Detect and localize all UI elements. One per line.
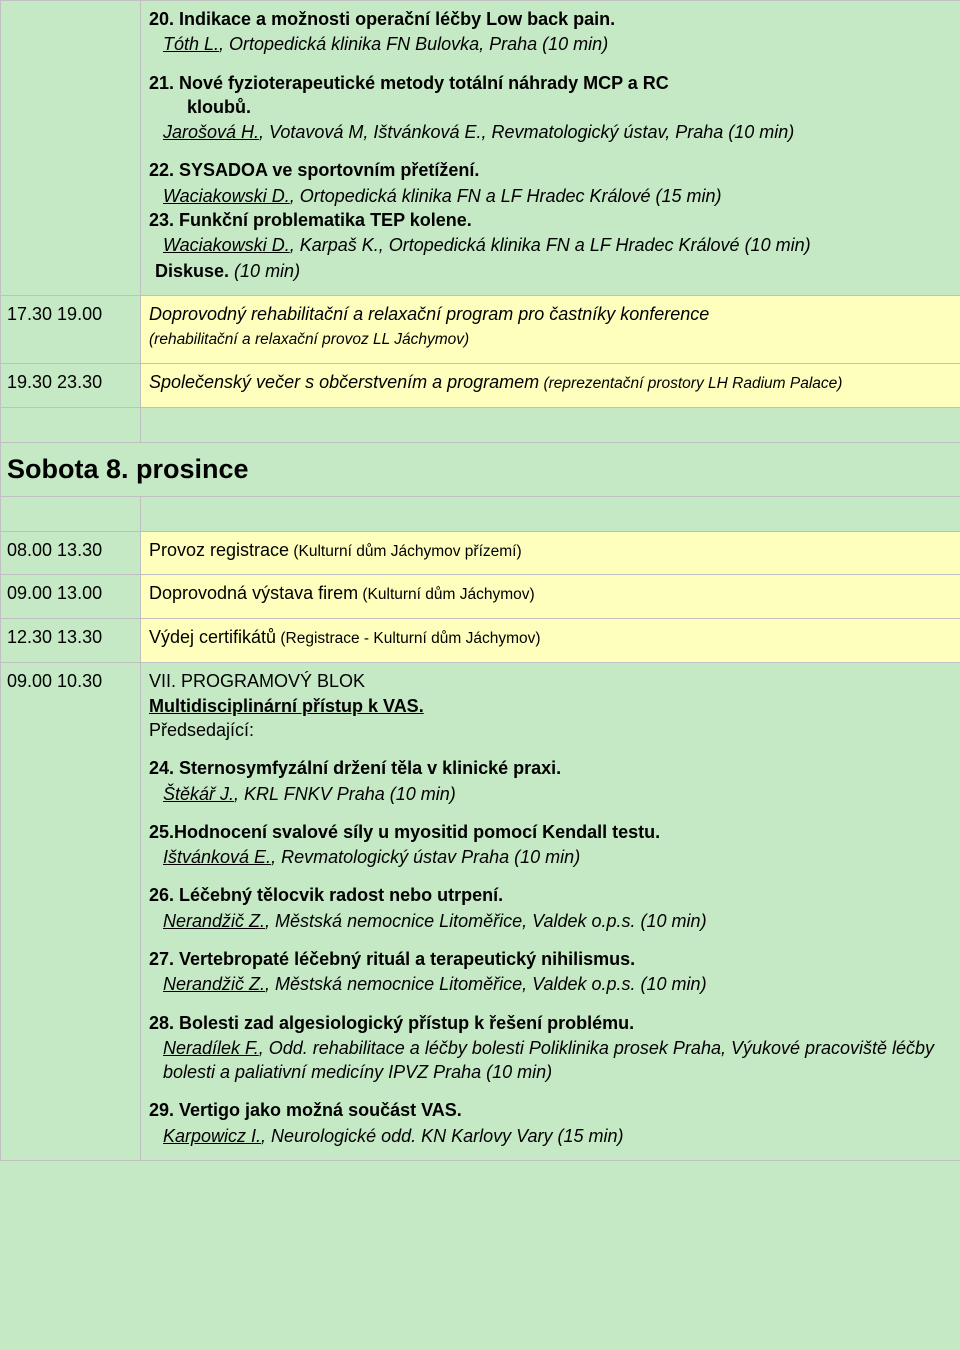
talk-title: 29. Vertigo jako možná součást VAS. [149, 1098, 952, 1122]
content-cell: Výdej certifikátů (Registrace - Kulturní… [141, 619, 960, 663]
author-rest: , Městská nemocnice Litoměřice, Valdek o… [265, 974, 707, 994]
author-name: Waciakowski D. [163, 186, 290, 206]
content-cell: Společenský večer s občerstvením a progr… [141, 364, 960, 408]
talk-byline: Karpowicz I., Neurologické odd. KN Karlo… [149, 1124, 952, 1148]
time-cell: 09.00 10.30 [1, 663, 141, 1161]
content-cell: 20. Indikace a možnosti operační léčby L… [141, 1, 960, 296]
author-name: Ištvánková E. [163, 847, 271, 867]
content-cell: Doprovodná výstava firem (Kulturní dům J… [141, 575, 960, 619]
table-row: 08.00 13.30 Provoz registrace (Kulturní … [1, 531, 960, 575]
talk-title: 27. Vertebropaté léčebný rituál a terape… [149, 947, 952, 971]
day-heading: Sobota 8. prosince [1, 443, 960, 496]
table-row: 17.30 19.00 Doprovodný rehabilitační a r… [1, 295, 960, 363]
talk-byline: Nerandžič Z., Městská nemocnice Litoměři… [149, 909, 952, 933]
talk-byline: Ištvánková E., Revmatologický ústav Prah… [149, 845, 952, 869]
author-name: Waciakowski D. [163, 235, 290, 255]
time-cell: 19.30 23.30 [1, 364, 141, 408]
talk-byline: Nerandžič Z., Městská nemocnice Litoměři… [149, 972, 952, 996]
programme-note: (Registrace - Kulturní dům Jáchymov) [276, 630, 540, 647]
author-rest: , Votavová M, Ištvánková E., Revmatologi… [259, 122, 794, 142]
programme-line: Provoz registrace [149, 540, 289, 560]
programme-line: Výdej certifikátů [149, 627, 276, 647]
table-row: Sobota 8. prosince [1, 443, 960, 496]
time-cell: 08.00 13.30 [1, 531, 141, 575]
author-name: Štěkář J. [163, 784, 234, 804]
content-cell: VII. PROGRAMOVÝ BLOK Multidisciplinární … [141, 663, 960, 1161]
talk-byline: Štěkář J., KRL FNKV Praha (10 min) [149, 782, 952, 806]
author-name: Nerandžič Z. [163, 974, 265, 994]
author-name: Tóth L. [163, 34, 219, 54]
table-row: 12.30 13.30 Výdej certifikátů (Registrac… [1, 619, 960, 663]
author-rest: , Ortopedická klinika FN Bulovka, Praha … [219, 34, 608, 54]
programme-line: Doprovodný rehabilitační a relaxační pro… [149, 304, 709, 324]
talk-title: 20. Indikace a možnosti operační léčby L… [149, 7, 952, 31]
author-name: Jarošová H. [163, 122, 259, 142]
author-rest: , Revmatologický ústav Praha (10 min) [271, 847, 580, 867]
schedule-table: 20. Indikace a možnosti operační léčby L… [0, 0, 960, 1161]
time-cell: 12.30 13.30 [1, 619, 141, 663]
author-name: Neradílek F. [163, 1038, 259, 1058]
programme-note: (Kulturní dům Jáchymov přízemí) [289, 543, 522, 560]
talk-title: 24. Sternosymfyzální držení těla v klini… [149, 756, 952, 780]
programme-note: (rehabilitační a relaxační provoz LL Jác… [149, 331, 469, 348]
author-rest: , Městská nemocnice Litoměřice, Valdek o… [265, 911, 707, 931]
talk-byline: Waciakowski D., Karpaš K., Ortopedická k… [149, 233, 952, 257]
table-row: 19.30 23.30 Společenský večer s občerstv… [1, 364, 960, 408]
author-rest: , Ortopedická klinika FN a LF Hradec Krá… [290, 186, 722, 206]
time-cell [1, 408, 141, 443]
talk-byline: Neradílek F., Odd. rehabilitace a léčby … [149, 1036, 952, 1085]
author-rest: , Karpaš K., Ortopedická klinika FN a LF… [290, 235, 811, 255]
content-cell [141, 408, 960, 443]
talk-title: 23. Funkční problematika TEP kolene. [149, 208, 952, 232]
content-cell: Doprovodný rehabilitační a relaxační pro… [141, 295, 960, 363]
author-rest: , Neurologické odd. KN Karlovy Vary (15 … [261, 1126, 623, 1146]
talk-title: 22. SYSADOA ve sportovním přetížení. [149, 158, 952, 182]
talk-byline: Waciakowski D., Ortopedická klinika FN a… [149, 184, 952, 208]
author-name: Nerandžič Z. [163, 911, 265, 931]
table-row: 09.00 10.30 VII. PROGRAMOVÝ BLOK Multidi… [1, 663, 960, 1161]
programme-note: (reprezentační prostory LH Radium Palace… [539, 375, 842, 392]
time-cell: 09.00 13.00 [1, 575, 141, 619]
content-cell [141, 496, 960, 531]
block-chair: Předsedající: [149, 718, 952, 742]
time-cell: 17.30 19.00 [1, 295, 141, 363]
discussion-line: Diskuse. (10 min) [149, 259, 952, 283]
programme-line: Doprovodná výstava firem [149, 583, 358, 603]
table-row: 09.00 13.00 Doprovodná výstava firem (Ku… [1, 575, 960, 619]
talk-byline: Jarošová H., Votavová M, Ištvánková E., … [149, 120, 952, 144]
talk-title: 21. Nové fyzioterapeutické metody totáln… [149, 71, 952, 120]
block-heading: VII. PROGRAMOVÝ BLOK [149, 669, 952, 693]
block-subheading: Multidisciplinární přístup k VAS. [149, 694, 952, 718]
talk-byline: Tóth L., Ortopedická klinika FN Bulovka,… [149, 32, 952, 56]
content-cell: Provoz registrace (Kulturní dům Jáchymov… [141, 531, 960, 575]
talk-title: 25.Hodnocení svalové síly u myositid pom… [149, 820, 952, 844]
table-row [1, 408, 960, 443]
time-cell [1, 1, 141, 296]
author-rest: , Odd. rehabilitace a léčby bolesti Poli… [163, 1038, 934, 1082]
author-name: Karpowicz I. [163, 1126, 261, 1146]
programme-line: Společenský večer s občerstvením a progr… [149, 372, 539, 392]
talk-title: 26. Léčebný tělocvik radost nebo utrpení… [149, 883, 952, 907]
table-row [1, 496, 960, 531]
author-rest: , KRL FNKV Praha (10 min) [234, 784, 456, 804]
time-cell [1, 496, 141, 531]
talk-title: 28. Bolesti zad algesiologický přístup k… [149, 1011, 952, 1035]
table-row: 20. Indikace a možnosti operační léčby L… [1, 1, 960, 296]
programme-note: (Kulturní dům Jáchymov) [358, 586, 535, 603]
